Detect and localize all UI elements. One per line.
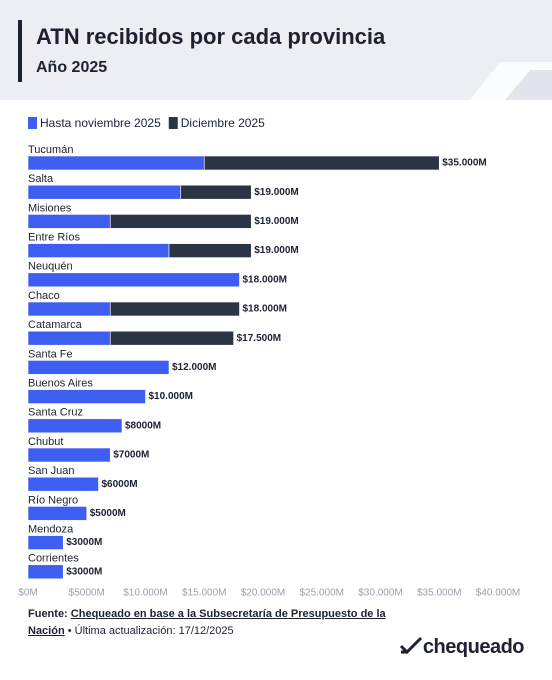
bar-segment — [27, 243, 170, 258]
bar-segment — [27, 535, 64, 550]
legend-swatch — [168, 117, 178, 129]
logo-text: chequeado — [422, 636, 525, 658]
chart-title: ATN recibidos por cada provincia — [36, 24, 386, 49]
total-label: $19.000M — [254, 245, 298, 256]
total-label: $18.000M — [243, 304, 287, 315]
bar-segment — [109, 214, 252, 229]
bar-segment — [27, 272, 240, 288]
x-tick-label: $15.000M — [182, 588, 226, 599]
header-deco — [505, 70, 552, 100]
bar-segment — [27, 184, 182, 200]
total-label: $5000M — [90, 508, 126, 519]
category-label: Salta — [28, 173, 54, 185]
legend-label: Diciembre 2025 — [181, 116, 265, 130]
bar-segment — [27, 330, 111, 346]
x-tick-label: $40.000M — [476, 588, 520, 599]
total-label: $18.000M — [243, 274, 287, 285]
x-tick-label: $5000M — [69, 588, 105, 599]
total-label: $17.500M — [237, 333, 281, 344]
total-label: $19.000M — [254, 187, 298, 198]
logo: chequeado — [399, 636, 525, 659]
title-accent — [18, 20, 22, 82]
category-label: Misiones — [28, 202, 72, 214]
bar-segment — [27, 301, 111, 317]
bar-segment — [27, 418, 123, 434]
source-label: Fuente: — [28, 608, 68, 620]
bar-segment — [27, 389, 146, 404]
logo-icon — [399, 636, 422, 655]
updated: • Última actualización: 17/12/2025 — [67, 625, 234, 637]
bar-segment — [109, 330, 234, 346]
total-label: $7000M — [113, 450, 149, 461]
category-label: Neuquén — [28, 261, 73, 273]
chart: ATN recibidos por cada provincia Año 202… — [0, 0, 552, 599]
category-label: Tucumán — [28, 144, 73, 156]
category-label: Corrientes — [28, 553, 79, 565]
bar-segment — [27, 447, 111, 463]
source-link[interactable]: Chequeado en base a la Subsecretaría de … — [28, 608, 386, 637]
x-tick-label: $30.000M — [358, 588, 402, 599]
bar-segment — [27, 155, 205, 171]
category-label: Mendoza — [28, 524, 74, 536]
footer: Fuente: Chequeado en base a la Subsecret… — [28, 606, 398, 640]
x-tick-label: $0M — [18, 588, 37, 599]
x-tick-label: $10.000M — [123, 588, 167, 599]
legend-swatch — [28, 117, 37, 129]
category-label: Chubut — [28, 436, 63, 448]
category-label: Catamarca — [28, 319, 83, 331]
total-label: $6000M — [102, 479, 138, 490]
bar-segment — [27, 360, 170, 375]
total-label: $12.000M — [172, 362, 216, 373]
category-label: Entre Ríos — [28, 232, 80, 244]
total-label: $3000M — [66, 566, 102, 577]
total-label: $3000M — [66, 537, 102, 548]
total-label: $8000M — [125, 420, 161, 431]
header-band — [0, 0, 552, 100]
category-label: Chaco — [28, 290, 60, 302]
bar-segment — [168, 243, 252, 258]
category-label: Buenos Aires — [28, 378, 93, 390]
bar-segment — [180, 184, 252, 200]
category-label: Santa Cruz — [28, 407, 83, 419]
total-label: $35.000M — [442, 158, 486, 169]
total-label: $19.000M — [254, 216, 298, 227]
bar-segment — [27, 214, 111, 229]
bar-segment — [203, 155, 440, 171]
chart-subtitle: Año 2025 — [36, 59, 107, 76]
bar-segment — [27, 564, 64, 580]
category-label: Río Negro — [28, 494, 78, 506]
bar-segment — [109, 301, 240, 317]
legend-label: Hasta noviembre 2025 — [40, 116, 161, 130]
bar-segment — [27, 476, 99, 492]
x-tick-label: $25.000M — [300, 588, 344, 599]
total-label: $10.000M — [149, 391, 193, 402]
category-label: Santa Fe — [28, 348, 73, 360]
bar-segment — [27, 506, 88, 521]
x-tick-label: $35.000M — [417, 588, 461, 599]
category-label: San Juan — [28, 465, 74, 477]
x-tick-label: $20.000M — [241, 588, 285, 599]
